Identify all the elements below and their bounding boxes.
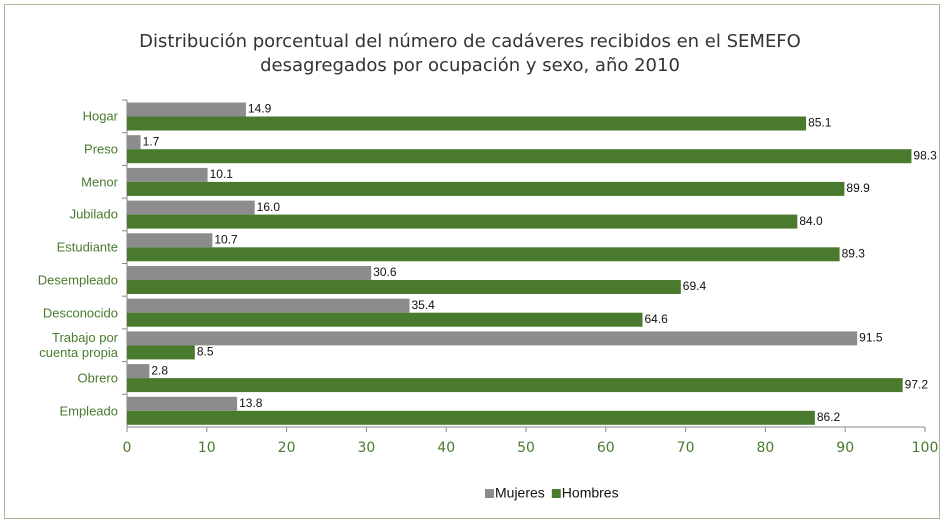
bar (127, 312, 643, 327)
bar (127, 135, 141, 150)
bar (127, 280, 681, 294)
value-label: 10.7 (214, 232, 238, 246)
x-tick-label: 100 (912, 440, 939, 456)
y-tick-label: Obrero (77, 370, 118, 386)
x-tick-label: 50 (517, 440, 535, 456)
x-tick-label: 20 (278, 440, 296, 456)
y-tick-label: Jubilado (69, 206, 118, 222)
value-label: 69.4 (683, 279, 707, 293)
bar (127, 396, 238, 411)
bar (127, 116, 807, 131)
value-label: 89.3 (842, 246, 866, 260)
value-label: 30.6 (373, 265, 397, 279)
bar (127, 200, 255, 215)
legend-swatch (485, 489, 494, 498)
value-label: 98.3 (913, 148, 937, 162)
bar (127, 247, 840, 262)
x-tick-label: 70 (677, 440, 695, 456)
value-label: 35.4 (411, 298, 435, 312)
bar (127, 149, 912, 164)
bar (127, 345, 195, 360)
bar (127, 378, 903, 393)
bar (127, 364, 150, 379)
value-label: 16.0 (257, 200, 281, 214)
value-label: 8.5 (197, 345, 214, 359)
bar (127, 331, 858, 346)
y-tick-label: Preso (84, 141, 118, 157)
value-label: 97.2 (905, 377, 929, 391)
x-tick-label: 10 (198, 440, 216, 456)
x-tick-label: 80 (756, 440, 774, 456)
y-tick-label: Desconocido (42, 305, 118, 321)
legend-swatch (551, 489, 561, 498)
x-tick-label: 60 (597, 440, 615, 456)
value-label: 64.6 (645, 312, 669, 326)
chart-subtitle: desagregados por ocupación y sexo, año 2… (260, 55, 680, 76)
y-tick-label: Hogar (82, 108, 118, 124)
bar (127, 181, 845, 196)
bar (127, 233, 213, 248)
value-label: 89.9 (846, 181, 870, 195)
value-label: 91.5 (859, 331, 883, 345)
y-tick-label: Desempleado (37, 272, 118, 288)
value-label: 2.8 (151, 363, 168, 377)
bar (127, 102, 246, 117)
y-tick-label: Estudiante (56, 239, 118, 255)
bar (127, 167, 208, 182)
y-tick-label: Trabajo por cuenta propia (39, 330, 118, 361)
value-label: 85.1 (808, 116, 832, 130)
value-label: 1.7 (143, 134, 160, 148)
x-tick-label: 0 (123, 440, 132, 456)
value-label: 14.9 (248, 102, 272, 116)
y-tick-label: Menor (81, 174, 118, 190)
value-label: 86.2 (817, 410, 841, 424)
legend-label: Mujeres (495, 485, 545, 501)
x-tick-label: 30 (357, 440, 375, 456)
legend-label: Hombres (562, 485, 619, 501)
y-tick-label: Empleado (59, 403, 118, 419)
value-label: 10.1 (210, 167, 234, 181)
x-tick-label: 40 (437, 440, 455, 456)
frame (4, 4, 940, 519)
bar (127, 266, 372, 280)
value-label: 13.8 (239, 396, 263, 410)
chart-title: Distribución porcentual del número de ca… (139, 31, 801, 52)
bar (127, 214, 798, 229)
x-tick-label: 90 (836, 440, 854, 456)
bar (127, 410, 815, 425)
bar (127, 298, 410, 313)
value-label: 84.0 (799, 214, 823, 228)
